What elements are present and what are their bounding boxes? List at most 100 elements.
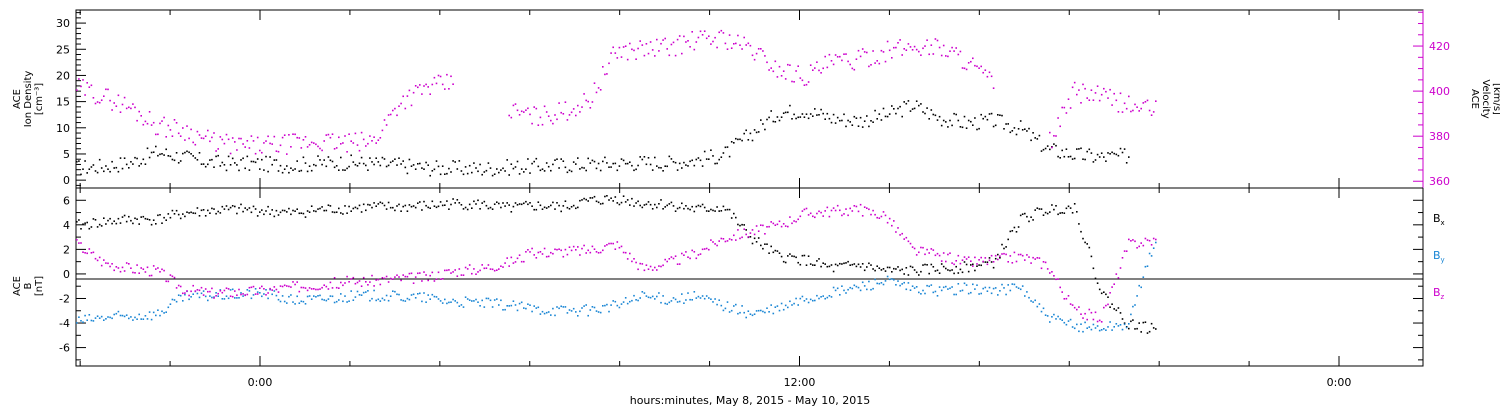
data-point-bz (464, 266, 467, 269)
data-point-top (564, 166, 567, 169)
data-point-bx (899, 269, 901, 272)
data-point-top (275, 159, 278, 161)
data-point-top (1026, 130, 1028, 132)
data-point-by (277, 298, 280, 301)
data-point-by (1011, 283, 1014, 285)
data-point-bx (579, 199, 581, 202)
data-point-bz (1015, 260, 1018, 263)
data-point-bx (163, 216, 165, 219)
data-point-top (928, 53, 930, 56)
data-point-top (839, 55, 841, 58)
data-point-bx (281, 209, 284, 212)
data-point-by (822, 295, 824, 297)
data-point-bz (481, 264, 483, 266)
data-point-top (387, 164, 390, 167)
data-point-bx (520, 203, 523, 206)
data-point-bx (1036, 207, 1039, 209)
data-point-by (417, 293, 419, 295)
data-point-bx (246, 208, 249, 211)
data-point-top (392, 160, 394, 162)
data-point-top (891, 105, 893, 107)
data-point-top (389, 113, 392, 116)
data-point-top (433, 76, 436, 79)
data-point-bx (389, 206, 392, 209)
data-point-by (662, 295, 664, 297)
data-point-top (136, 119, 138, 122)
data-point-top (375, 157, 377, 159)
data-point-by (1090, 328, 1093, 331)
data-point-by (1140, 286, 1142, 289)
data-point-by (936, 295, 939, 297)
data-point-by (1059, 318, 1061, 320)
data-point-by (98, 317, 101, 319)
data-point-top (186, 125, 188, 127)
data-point-top (552, 163, 554, 166)
data-point-bx (1155, 328, 1157, 330)
data-point-bx (202, 209, 205, 211)
data-point-top (367, 142, 369, 145)
data-point-by (853, 284, 856, 287)
data-point-bx (581, 199, 583, 201)
data-point-top (406, 95, 409, 97)
data-point-top (789, 64, 791, 66)
data-point-top (406, 172, 409, 175)
data-point-top (1078, 89, 1080, 91)
data-point-top (200, 137, 203, 139)
data-point-bz (146, 266, 149, 269)
data-point-bx (175, 209, 178, 212)
data-point-bz (159, 271, 161, 273)
data-point-top (493, 173, 496, 175)
data-point-bx (244, 207, 246, 209)
data-point-by (504, 308, 506, 311)
data-point-by (213, 296, 215, 298)
data-point-by (793, 302, 795, 305)
data-point-bz (841, 214, 843, 217)
data-point-by (269, 288, 271, 291)
data-point-top (211, 158, 213, 161)
data-point-bz (722, 238, 725, 240)
data-point-bx (568, 208, 571, 210)
data-point-by (1001, 283, 1003, 286)
data-point-bz (836, 204, 839, 207)
data-point-bz (273, 286, 276, 288)
data-point-top (699, 159, 702, 162)
data-point-bz (398, 276, 400, 278)
data-point-top (242, 157, 244, 160)
data-point-bz (803, 208, 806, 211)
data-point-bz (814, 216, 816, 219)
data-point-bx (525, 200, 527, 203)
data-point-top (882, 107, 885, 110)
data-point-bx (306, 210, 309, 212)
data-point-top (167, 124, 170, 127)
data-point-bz (599, 251, 602, 254)
data-point-by (381, 297, 384, 300)
data-point-by (949, 287, 951, 290)
data-point-top (444, 88, 446, 90)
data-point-bx (626, 199, 629, 201)
data-point-bz (196, 289, 199, 291)
data-point-bx (670, 201, 673, 204)
data-point-top (660, 42, 662, 45)
data-point-by (1121, 328, 1124, 331)
data-point-top (516, 109, 519, 112)
data-point-top (290, 167, 292, 169)
data-point-by (564, 306, 567, 308)
data-point-bz (562, 255, 565, 258)
data-point-top (335, 147, 338, 149)
data-point-bz (1111, 286, 1113, 288)
data-point-bz (512, 262, 515, 264)
data-point-by (456, 301, 459, 304)
bottom-left-tick-label: 4 (63, 219, 70, 232)
data-point-bz (331, 287, 334, 289)
data-point-top (687, 165, 689, 167)
data-point-by (163, 312, 165, 314)
data-point-bx (1084, 241, 1086, 244)
data-point-top (252, 160, 255, 163)
data-point-top (753, 129, 756, 131)
data-point-bx (340, 212, 342, 214)
data-point-bz (984, 257, 987, 259)
data-point-bx (992, 266, 995, 269)
data-point-top (755, 52, 758, 55)
data-point-top (803, 116, 806, 118)
data-point-by (358, 294, 361, 296)
